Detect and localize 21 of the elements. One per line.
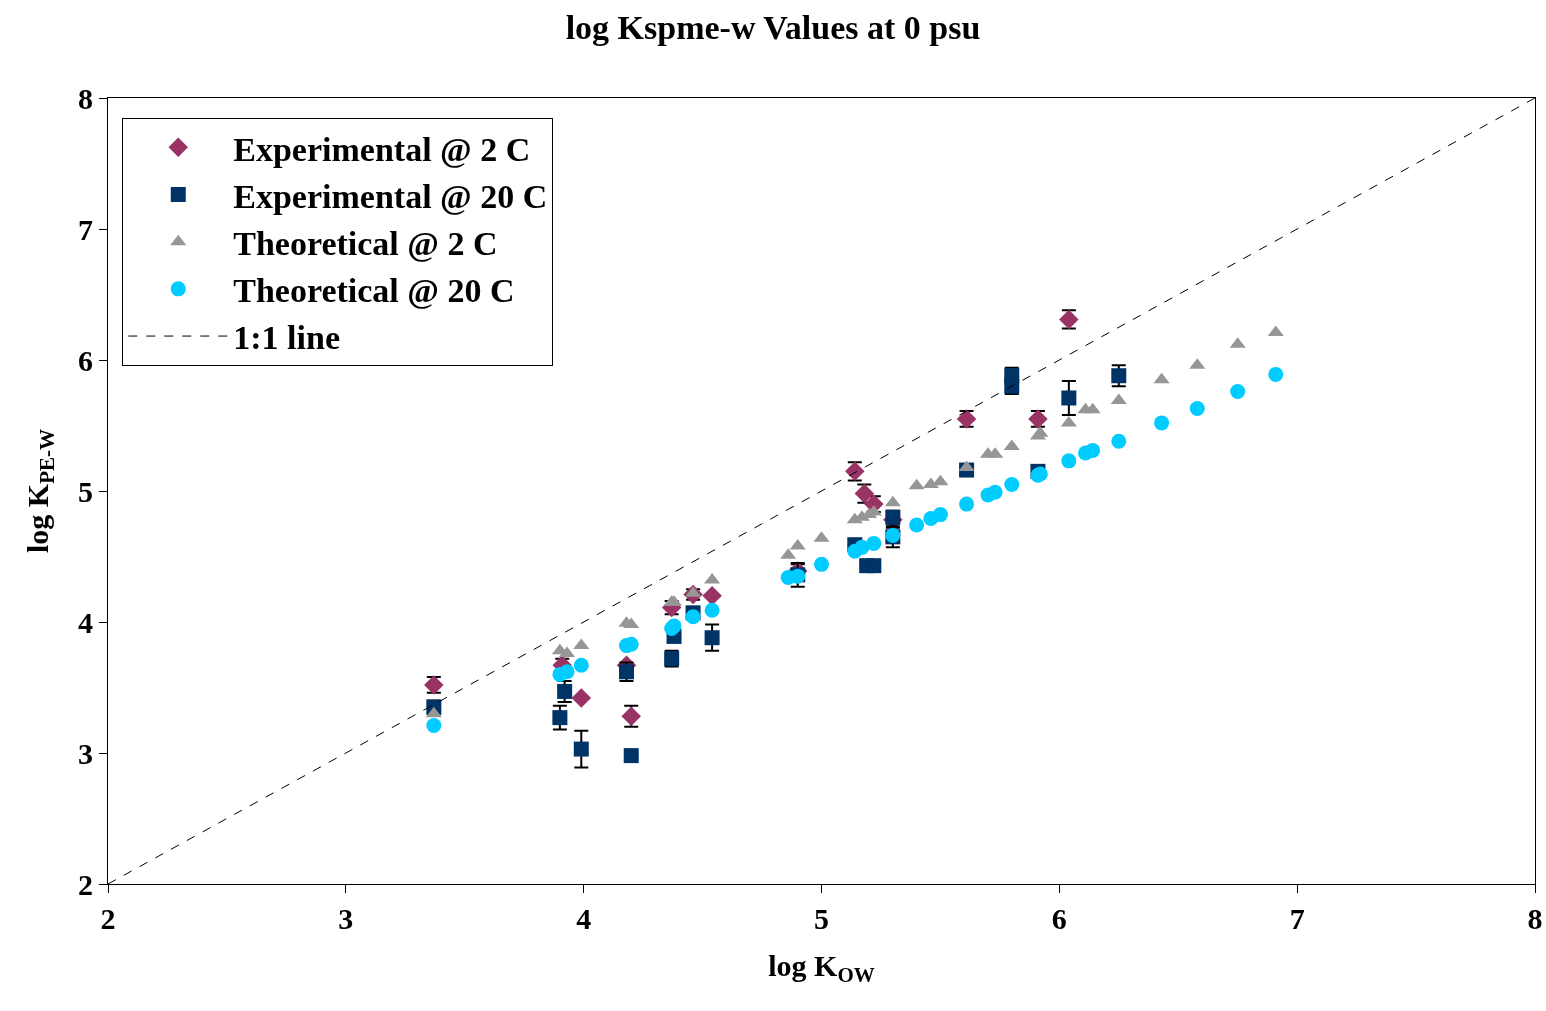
legend-label: Experimental @ 20 C bbox=[233, 177, 548, 215]
x-tick-label: 8 bbox=[1527, 902, 1543, 935]
y-tick-label: 2 bbox=[78, 867, 93, 901]
legend-label: Theoretical @ 20 C bbox=[233, 272, 515, 310]
y-tick-label: 5 bbox=[78, 474, 93, 508]
legend-label: Theoretical @ 2 C bbox=[233, 224, 498, 262]
y-tick-label: 3 bbox=[78, 736, 93, 770]
x-tick-label: 4 bbox=[576, 902, 592, 935]
x-tick-label: 7 bbox=[1289, 902, 1305, 935]
y-tick-label: 4 bbox=[78, 605, 93, 639]
x-axis-title: log K$_{OW}$ bbox=[768, 948, 875, 987]
x-tick-label: 3 bbox=[338, 902, 354, 935]
legend-label: 1:1 line bbox=[233, 319, 340, 357]
x-tick-label: 2 bbox=[100, 902, 116, 935]
chart-title: log Kspme-w Values at 0 psu bbox=[565, 8, 981, 46]
x-tick-label: 5 bbox=[814, 902, 829, 935]
y-tick-label: 6 bbox=[78, 343, 93, 377]
legend-label: Experimental @ 2 C bbox=[233, 130, 531, 168]
y-tick-label: 7 bbox=[78, 212, 93, 246]
y-tick-label: 8 bbox=[78, 81, 93, 115]
x-tick-label: 6 bbox=[1051, 902, 1067, 935]
